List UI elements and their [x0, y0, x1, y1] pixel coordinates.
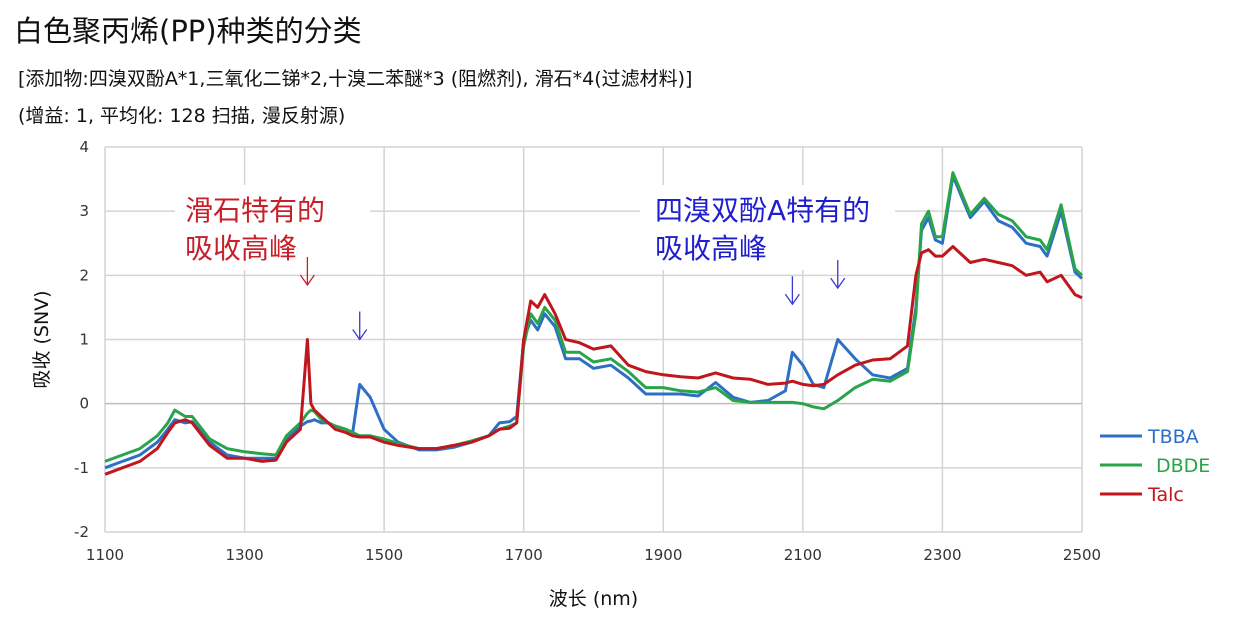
- page-title: 白色聚丙烯(PP)种类的分类: [14, 14, 362, 48]
- x-tick-label: 2300: [923, 546, 961, 564]
- legend-label: Talc: [1147, 484, 1184, 506]
- y-tick-label: -2: [74, 523, 89, 541]
- annotation-text: 吸收高峰: [185, 232, 297, 265]
- annotation-bg: [175, 185, 370, 270]
- y-axis-label: 吸收 (SNV): [31, 290, 53, 388]
- legend-label: TBBA: [1147, 426, 1199, 448]
- legend-label: DBDE: [1156, 455, 1210, 477]
- annotation-text: 四溴双酚A特有的: [655, 194, 870, 227]
- annotation-text: 吸收高峰: [655, 232, 767, 265]
- down-arrow-icon: [784, 276, 800, 306]
- x-tick-label: 1700: [505, 546, 543, 564]
- y-tick-label: 4: [79, 138, 89, 156]
- x-tick-label: 2100: [784, 546, 822, 564]
- down-arrow-icon: [830, 260, 846, 290]
- x-tick-label: 2500: [1063, 546, 1101, 564]
- x-tick-label: 1100: [86, 546, 124, 564]
- series-line-talc: [104, 245, 1083, 476]
- annotation-bg: [640, 185, 895, 270]
- series-line-tbba: [104, 174, 1084, 470]
- y-tick-label: 3: [79, 202, 89, 220]
- x-tick-label: 1300: [225, 546, 263, 564]
- down-arrow-icon: [352, 311, 368, 341]
- series-line-dbde: [104, 171, 1084, 463]
- down-arrow-icon: [299, 256, 315, 287]
- y-tick-label: 0: [79, 395, 89, 413]
- subtitle-conditions: (增益: 1, 平均化: 128 扫描, 漫反射源): [18, 105, 346, 127]
- y-tick-label: -1: [74, 459, 89, 477]
- subtitle-additives: [添加物:四溴双酚A*1,三氧化二锑*2,十溴二苯醚*3 (阻燃剂), 滑石*4…: [18, 68, 693, 90]
- x-tick-label: 1900: [644, 546, 682, 564]
- x-axis-label: 波长 (nm): [549, 588, 638, 610]
- y-tick-label: 2: [79, 266, 89, 284]
- x-tick-label: 1500: [365, 546, 403, 564]
- y-tick-label: 1: [79, 331, 89, 349]
- annotation-text: 滑石特有的: [185, 194, 325, 227]
